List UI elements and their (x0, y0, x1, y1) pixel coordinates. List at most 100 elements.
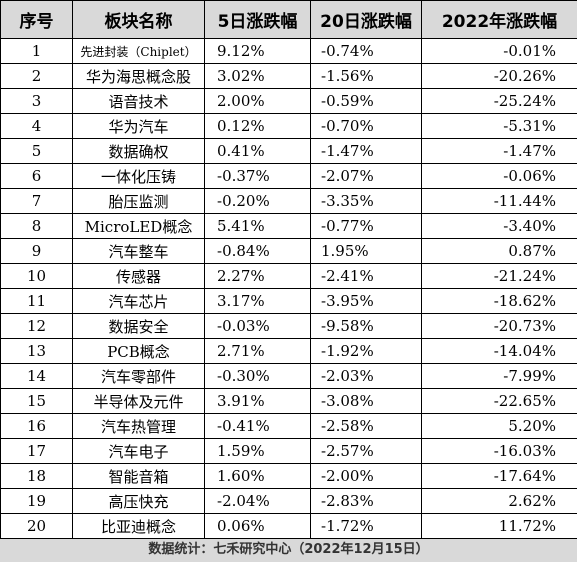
index-cell: 6 (0, 163, 73, 189)
change-20day-cell: -0.77% (310, 213, 422, 239)
change-2022-cell: -11.44% (421, 188, 577, 214)
table-row: 11 汽车芯片 3.17% -3.95% -18.62% (0, 288, 577, 314)
data-source-note: 数据统计：七禾研究中心（2022年12月15日） (0, 538, 577, 562)
change-20day-cell: -2.58% (310, 413, 422, 439)
change-2022-cell: -17.64% (421, 463, 577, 489)
change-20day-cell: -1.47% (310, 138, 422, 164)
change-5day-cell: -0.37% (204, 163, 311, 189)
table-row: 12 数据安全 -0.03% -9.58% -20.73% (0, 313, 577, 339)
header-5day-change: 5日涨跌幅 (204, 0, 311, 39)
change-20day-cell: -1.56% (310, 63, 422, 89)
change-2022-cell: -20.26% (421, 63, 577, 89)
table-row: 16 汽车热管理 -0.41% -2.58% 5.20% (0, 413, 577, 439)
table-row: 20 比亚迪概念 0.06% -1.72% 11.72% (0, 513, 577, 539)
index-cell: 19 (0, 488, 73, 514)
sector-name-cell: 汽车热管理 (72, 413, 205, 439)
table-row: 2 华为海思概念股 3.02% -1.56% -20.26% (0, 63, 577, 89)
change-5day-cell: 0.41% (204, 138, 311, 164)
header-sector-name: 板块名称 (72, 0, 205, 39)
table-row: 13 PCB概念 2.71% -1.92% -14.04% (0, 338, 577, 364)
change-2022-cell: -5.31% (421, 113, 577, 139)
table-row: 18 智能音箱 1.60% -2.00% -17.64% (0, 463, 577, 489)
index-cell: 8 (0, 213, 73, 239)
index-cell: 10 (0, 263, 73, 289)
index-cell: 1 (0, 38, 73, 64)
index-cell: 15 (0, 388, 73, 414)
change-2022-cell: -21.24% (421, 263, 577, 289)
sector-name-cell: 先进封装（Chiplet） (72, 38, 205, 64)
sector-name-cell: 半导体及元件 (72, 388, 205, 414)
change-2022-cell: -20.73% (421, 313, 577, 339)
sector-name-cell: 数据确权 (72, 138, 205, 164)
table-row: 17 汽车电子 1.59% -2.57% -16.03% (0, 438, 577, 464)
change-20day-cell: 1.95% (310, 238, 422, 264)
index-cell: 5 (0, 138, 73, 164)
sector-name-cell: 汽车整车 (72, 238, 205, 264)
change-2022-cell: -0.01% (421, 38, 577, 64)
change-5day-cell: 0.06% (204, 513, 311, 539)
sector-name-cell: 华为汽车 (72, 113, 205, 139)
index-cell: 3 (0, 88, 73, 114)
sector-name-cell: 汽车芯片 (72, 288, 205, 314)
change-5day-cell: 0.12% (204, 113, 311, 139)
change-5day-cell: -0.03% (204, 313, 311, 339)
index-cell: 16 (0, 413, 73, 439)
change-2022-cell: -0.06% (421, 163, 577, 189)
index-cell: 4 (0, 113, 73, 139)
change-5day-cell: 3.02% (204, 63, 311, 89)
table-row: 10 传感器 2.27% -2.41% -21.24% (0, 263, 577, 289)
sector-name-cell: 高压快充 (72, 488, 205, 514)
change-2022-cell: -14.04% (421, 338, 577, 364)
change-5day-cell: -0.84% (204, 238, 311, 264)
change-2022-cell: -3.40% (421, 213, 577, 239)
change-2022-cell: -7.99% (421, 363, 577, 389)
header-2022-change: 2022年涨跌幅 (421, 0, 577, 39)
table-row: 19 高压快充 -2.04% -2.83% 2.62% (0, 488, 577, 514)
change-2022-cell: -16.03% (421, 438, 577, 464)
sector-name-cell: 华为海思概念股 (72, 63, 205, 89)
index-cell: 7 (0, 188, 73, 214)
change-5day-cell: 2.00% (204, 88, 311, 114)
header-20day-change: 20日涨跌幅 (310, 0, 422, 39)
index-cell: 12 (0, 313, 73, 339)
table-row: 15 半导体及元件 3.91% -3.08% -22.65% (0, 388, 577, 414)
change-20day-cell: -2.41% (310, 263, 422, 289)
change-5day-cell: 2.27% (204, 263, 311, 289)
index-cell: 20 (0, 513, 73, 539)
change-5day-cell: 9.12% (204, 38, 311, 64)
sector-name-cell: 智能音箱 (72, 463, 205, 489)
sector-name-cell: 一体化压铸 (72, 163, 205, 189)
change-20day-cell: -2.57% (310, 438, 422, 464)
sector-name-cell: 语音技术 (72, 88, 205, 114)
index-cell: 18 (0, 463, 73, 489)
table-row: 4 华为汽车 0.12% -0.70% -5.31% (0, 113, 577, 139)
change-20day-cell: -3.08% (310, 388, 422, 414)
table-row: 9 汽车整车 -0.84% 1.95% 0.87% (0, 238, 577, 264)
index-cell: 11 (0, 288, 73, 314)
change-20day-cell: -2.07% (310, 163, 422, 189)
change-20day-cell: -1.92% (310, 338, 422, 364)
sector-name-cell: MicroLED概念 (72, 213, 205, 239)
change-5day-cell: -0.20% (204, 188, 311, 214)
change-2022-cell: -1.47% (421, 138, 577, 164)
sector-name-cell: PCB概念 (72, 338, 205, 364)
change-5day-cell: -2.04% (204, 488, 311, 514)
sector-name-cell: 传感器 (72, 263, 205, 289)
sector-name-cell: 胎压监测 (72, 188, 205, 214)
table-row: 14 汽车零部件 -0.30% -2.03% -7.99% (0, 363, 577, 389)
table-row: 8 MicroLED概念 5.41% -0.77% -3.40% (0, 213, 577, 239)
change-20day-cell: -2.83% (310, 488, 422, 514)
change-20day-cell: -0.74% (310, 38, 422, 64)
index-cell: 14 (0, 363, 73, 389)
change-5day-cell: 3.91% (204, 388, 311, 414)
table-row: 6 一体化压铸 -0.37% -2.07% -0.06% (0, 163, 577, 189)
change-2022-cell: -18.62% (421, 288, 577, 314)
change-20day-cell: -0.59% (310, 88, 422, 114)
change-20day-cell: -1.72% (310, 513, 422, 539)
sector-performance-table: 序号 板块名称 5日涨跌幅 20日涨跌幅 2022年涨跌幅 1 先进封装（Chip… (0, 0, 577, 539)
header-row: 序号 板块名称 5日涨跌幅 20日涨跌幅 2022年涨跌幅 (0, 0, 577, 39)
change-5day-cell: -0.30% (204, 363, 311, 389)
change-20day-cell: -9.58% (310, 313, 422, 339)
change-5day-cell: 3.17% (204, 288, 311, 314)
